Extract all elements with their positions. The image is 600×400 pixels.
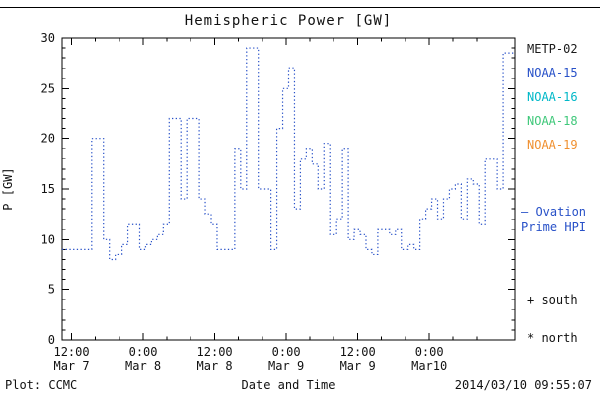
legend-item-noaa-15: NOAA-15 — [527, 66, 578, 80]
legend-item-noaa-18: NOAA-18 — [527, 114, 578, 128]
svg-text:Mar 8: Mar 8 — [125, 359, 161, 373]
data-series-hpi — [62, 47, 515, 261]
series-label-line2: Prime HPI — [521, 220, 587, 234]
satellite-legend: METP-02 NOAA-15 NOAA-16 NOAA-18 NOAA-19 — [527, 42, 578, 152]
top-border-line — [0, 7, 600, 8]
svg-text:Mar 7: Mar 7 — [53, 359, 89, 373]
svg-text:0: 0 — [48, 333, 55, 347]
svg-text:Mar10: Mar10 — [411, 359, 447, 373]
north-marker-label: * north — [527, 331, 578, 345]
svg-text:Mar 9: Mar 9 — [268, 359, 304, 373]
svg-text:10: 10 — [41, 232, 55, 246]
svg-text:30: 30 — [41, 31, 55, 45]
series-label-ovation-prime-hpi: — Ovation Prime HPI — [521, 205, 586, 235]
x-axis-label: Date and Time — [241, 378, 336, 392]
svg-text:Mar 9: Mar 9 — [340, 359, 376, 373]
plot-frame — [61, 37, 516, 341]
svg-text:5: 5 — [48, 283, 55, 297]
svg-text:25: 25 — [41, 81, 55, 95]
south-marker-label: + south — [527, 293, 578, 307]
svg-text:20: 20 — [41, 132, 55, 146]
legend-item-noaa-16: NOAA-16 — [527, 90, 578, 104]
svg-text:12:00: 12:00 — [53, 345, 89, 359]
svg-text:Mar 8: Mar 8 — [197, 359, 233, 373]
y-axis: 0 5 10 15 20 25 30 — [41, 31, 515, 347]
series-label-line1: — Ovation — [521, 205, 587, 219]
svg-text:15: 15 — [41, 182, 55, 196]
svg-text:0:00: 0:00 — [129, 345, 158, 359]
plot-credit: Plot: CCMC — [5, 378, 78, 392]
svg-text:12:00: 12:00 — [340, 345, 376, 359]
legend-item-noaa-19: NOAA-19 — [527, 138, 578, 152]
svg-text:0:00: 0:00 — [415, 345, 444, 359]
svg-text:0:00: 0:00 — [272, 345, 301, 359]
generation-timestamp: 2014/03/10 09:55:07 — [454, 378, 592, 392]
hpi-step-line — [62, 47, 515, 261]
svg-text:12:00: 12:00 — [197, 345, 233, 359]
legend-item-metp-02: METP-02 — [527, 42, 578, 56]
chart-title: Hemispheric Power [GW] — [184, 13, 393, 29]
